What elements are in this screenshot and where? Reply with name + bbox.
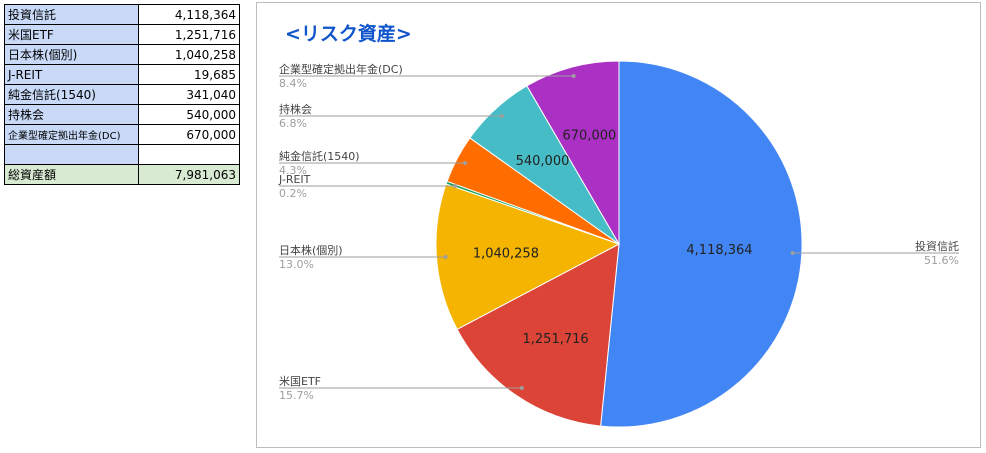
slice-value-label: 1,040,258 [473,247,539,262]
callout-dot [499,114,504,118]
cell-value[interactable]: 1,040,258 [138,44,240,65]
pie-slice [526,60,620,246]
slice-callout: 純金信託(1540)4.3% [279,149,468,177]
table-row: J-REIT 19,685 [4,64,240,85]
table-row: 日本株(個別) 1,040,258 [4,44,240,65]
slice-category-label: 企業型確定拠出年金(DC) [279,62,403,76]
pie-chart: <リスク資産> 4,118,364 1,251,716 1,040,258 540,00… [278,22,959,428]
chart-title: <リスク資産> [285,22,412,45]
pie-slice [456,243,620,427]
cell-label[interactable]: 企業型確定拠出年金(DC) [4,124,139,145]
slice-category-label: 日本株(個別) [279,243,343,257]
callout-dot [571,74,576,78]
table-row: 投資信託 4,118,364 [4,4,240,25]
cell-label[interactable]: 米国ETF [4,24,139,45]
callout-dot [453,184,458,188]
cell-value[interactable]: 341,040 [138,84,240,105]
table-row: 米国ETF 1,251,716 [4,24,240,45]
slice-category-label: 投資信託 [915,239,959,253]
cell-label[interactable]: 持株会 [4,104,139,125]
table-row: 純金信託(1540) 341,040 [4,84,240,105]
asset-table: 投資信託 4,118,364 米国ETF 1,251,716 日本株(個別) 1,040,… [4,4,240,185]
cell-label[interactable]: 日本株(個別) [4,44,139,65]
slice-value-label: 4,118,364 [686,243,752,258]
cell-label[interactable]: 総資産額 [4,164,139,185]
cell-label[interactable] [4,144,139,165]
cell-value[interactable]: 19,685 [138,64,240,85]
pie-slice [435,183,621,330]
slice-percent-label: 8.4% [279,77,307,90]
asset-table-body: 投資信託 4,118,364 米国ETF 1,251,716 日本株(個別) 1,040,… [4,4,240,185]
cell-value[interactable]: 4,118,364 [138,4,240,25]
table-row [4,144,240,165]
slice-percent-label: 15.7% [279,389,314,402]
slice-percent-label: 13.0% [279,258,314,271]
slice-percent-label: 0.2% [279,187,307,200]
slice-value-label: 670,000 [563,129,617,144]
total-row: 総資産額 7,981,063 [4,164,240,185]
cell-value[interactable]: 7,981,063 [138,164,240,185]
slice-value-label: 540,000 [516,154,570,169]
slice-category-label: 米国ETF [279,375,321,388]
cell-label[interactable]: 投資信託 [4,4,139,25]
callout-dot [443,255,448,259]
cell-value[interactable] [138,144,240,165]
slice-percent-label: 6.8% [279,117,307,130]
pie-slices [435,60,803,428]
cell-value[interactable]: 1,251,716 [138,24,240,45]
table-row: 持株会 540,000 [4,104,240,125]
slice-percent-label: 51.6% [924,254,959,267]
cell-value[interactable]: 670,000 [138,124,240,145]
callout-dot [463,161,468,165]
callout-dot [790,251,795,255]
slice-percent-label: 4.3% [279,164,307,177]
cell-value[interactable]: 540,000 [138,104,240,125]
slice-category-label: 持株会 [279,102,312,116]
callout-dot [519,386,524,390]
cell-label[interactable]: J-REIT [4,64,139,85]
slice-callout: 日本株(個別)13.0% [279,243,448,271]
slice-callout: 企業型確定拠出年金(DC)8.4% [279,62,576,90]
slice-category-label: 純金信託(1540) [279,149,360,163]
table-row: 企業型確定拠出年金(DC) 670,000 [4,124,240,145]
slice-value-label: 1,251,716 [523,332,589,347]
chart-frame: <リスク資産> 4,118,364 1,251,716 1,040,258 540,00… [256,2,981,448]
slice-category-label: J-REIT [278,173,311,186]
cell-label[interactable]: 純金信託(1540) [4,84,139,105]
